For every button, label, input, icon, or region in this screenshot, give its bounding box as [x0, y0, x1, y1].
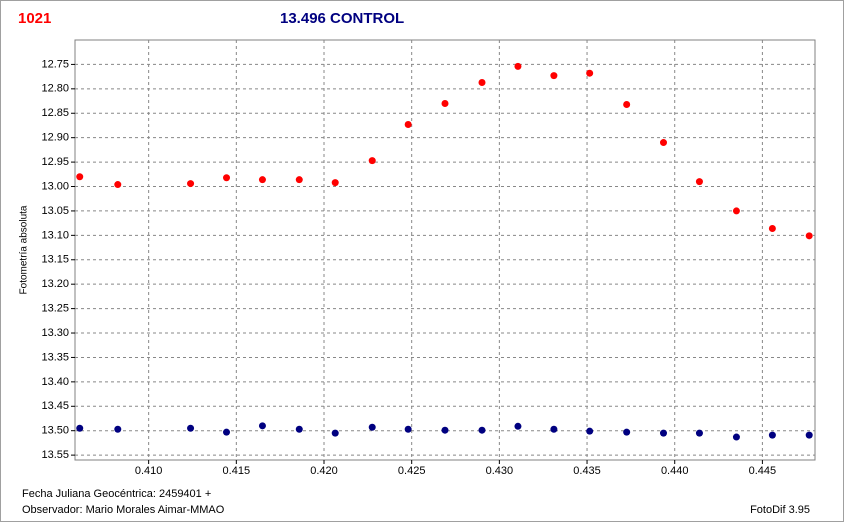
- data-point: [76, 424, 84, 432]
- x-tick-label: 0.435: [573, 465, 601, 477]
- data-point: [295, 425, 303, 433]
- x-tick-label: 0.430: [486, 465, 514, 477]
- data-point: [331, 179, 339, 187]
- data-point: [514, 62, 522, 70]
- y-tick-label: 13.50: [41, 425, 69, 437]
- y-tick-label: 12.95: [41, 156, 69, 168]
- y-tick-label: 13.55: [41, 449, 69, 461]
- data-point: [295, 176, 303, 184]
- data-point: [331, 429, 339, 437]
- data-point: [805, 431, 813, 439]
- x-tick-label: 0.445: [749, 465, 777, 477]
- data-point: [223, 428, 231, 436]
- data-point: [404, 120, 412, 128]
- y-tick-label: 13.40: [41, 376, 69, 388]
- data-point: [478, 426, 486, 434]
- data-point: [586, 69, 594, 77]
- y-tick-label: 13.25: [41, 303, 69, 315]
- data-point: [258, 422, 266, 430]
- y-axis-label: Fotometría absoluta: [19, 205, 30, 294]
- data-point: [478, 78, 486, 86]
- data-point: [404, 425, 412, 433]
- data-point: [732, 207, 740, 215]
- y-tick-label: 12.75: [41, 58, 69, 70]
- data-point: [659, 429, 667, 437]
- version-text: FotoDif 3.95: [750, 504, 810, 516]
- data-point: [659, 139, 667, 147]
- data-point: [187, 424, 195, 432]
- x-tick-label: 0.415: [223, 465, 251, 477]
- data-point: [695, 178, 703, 186]
- data-point: [623, 100, 631, 108]
- plot-area: [74, 39, 816, 461]
- x-tick-label: 0.440: [661, 465, 689, 477]
- y-tick-label: 13.00: [41, 180, 69, 192]
- data-point: [258, 176, 266, 184]
- data-point: [441, 426, 449, 434]
- data-point: [368, 157, 376, 165]
- data-point: [768, 225, 776, 233]
- chart-label: 1021: [18, 10, 51, 27]
- data-point: [586, 427, 594, 435]
- data-point: [768, 431, 776, 439]
- y-tick-label: 12.80: [41, 83, 69, 95]
- footer-text: Fecha Juliana Geocéntrica: 2459401 +: [22, 488, 211, 500]
- data-point: [441, 99, 449, 107]
- y-tick-label: 13.20: [41, 278, 69, 290]
- x-tick-label: 0.410: [135, 465, 163, 477]
- data-point: [187, 180, 195, 188]
- y-tick-label: 13.30: [41, 327, 69, 339]
- data-point: [732, 433, 740, 441]
- data-point: [514, 422, 522, 430]
- y-tick-label: 13.10: [41, 229, 69, 241]
- data-point: [114, 181, 122, 189]
- y-tick-label: 12.85: [41, 107, 69, 119]
- y-tick-label: 13.45: [41, 400, 69, 412]
- data-point: [368, 423, 376, 431]
- y-tick-label: 12.90: [41, 132, 69, 144]
- x-tick-label: 0.425: [398, 465, 426, 477]
- data-point: [550, 425, 558, 433]
- data-point: [695, 429, 703, 437]
- footer-text: Observador: Mario Morales Aimar-MMAO: [22, 504, 225, 516]
- y-tick-label: 13.35: [41, 351, 69, 363]
- data-point: [623, 428, 631, 436]
- chart-title: 13.496 CONTROL: [280, 10, 404, 27]
- data-point: [223, 174, 231, 182]
- x-tick-label: 0.420: [310, 465, 338, 477]
- data-point: [76, 173, 84, 181]
- y-tick-label: 13.15: [41, 254, 69, 266]
- data-point: [805, 232, 813, 240]
- data-point: [114, 425, 122, 433]
- data-point: [550, 72, 558, 80]
- y-tick-label: 13.05: [41, 205, 69, 217]
